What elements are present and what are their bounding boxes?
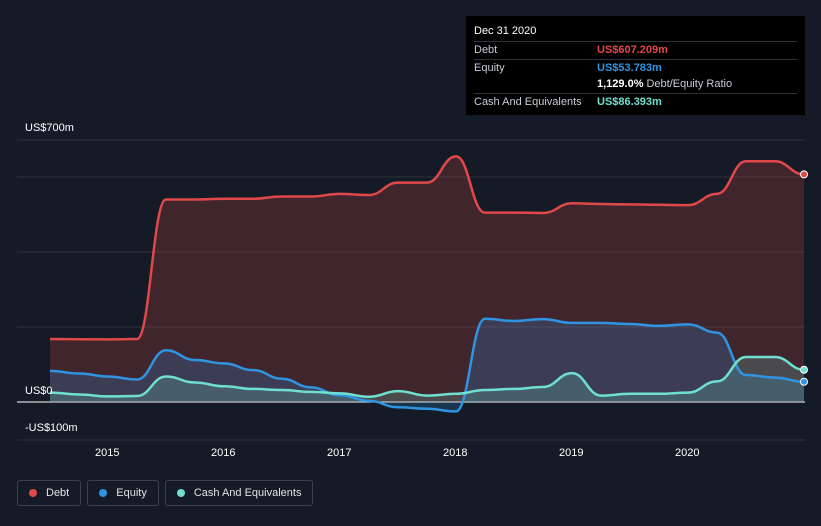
legend-cash-label: Cash And Equivalents (193, 487, 302, 499)
series-end-markers (800, 170, 808, 386)
legend-equity-label: Equity (116, 487, 147, 499)
y-tick-label-zero: US$0 (25, 385, 53, 397)
debt-area (50, 156, 804, 402)
tooltip-ratio-value: 1,129.0% (597, 78, 644, 90)
tooltip-cash-label: Cash And Equivalents (474, 95, 582, 108)
debt-end-point (800, 170, 808, 179)
legend-debt-dot-icon (29, 489, 37, 497)
tooltip-row-debt: Debt US$607.209m (474, 42, 797, 60)
legend-debt-label: Debt (46, 487, 70, 499)
y-tick-label-top: US$700m (25, 122, 74, 134)
tooltip-panel: Dec 31 2020 Debt US$607.209m Equity US$5… (466, 16, 805, 115)
tooltip-date: Dec 31 2020 (474, 24, 797, 42)
legend-item-equity[interactable]: Equity (87, 480, 159, 506)
cash-line (49, 355, 805, 399)
series-areas (50, 156, 804, 412)
legend-equity-dot-icon (99, 489, 108, 497)
series-lines (49, 155, 805, 413)
tooltip-equity-label: Equity (474, 61, 505, 74)
tooltip-row-equity: Equity US$53.783m (474, 60, 797, 77)
tooltip-debt-value: US$607.209m (597, 44, 668, 56)
tooltip-ratio-spacer (474, 76, 597, 93)
cash-end-point (800, 365, 808, 374)
x-tick-label-2016: 2016 (211, 447, 236, 459)
legend: Debt Equity Cash And Equivalents (17, 480, 314, 506)
legend-item-debt[interactable]: Debt (17, 480, 82, 506)
gridlines (17, 139, 805, 441)
equity-end-point (800, 377, 808, 386)
x-tick-label-2020: 2020 (675, 447, 700, 459)
x-tick-label-2017: 2017 (327, 447, 352, 459)
x-tick-label-2015: 2015 (95, 447, 120, 459)
x-tick-label-2019: 2019 (559, 447, 584, 459)
tooltip-debt-label: Debt (474, 44, 498, 56)
x-tick-label-2018: 2018 (443, 447, 468, 459)
tooltip-cash-value: US$86.393m (597, 95, 662, 108)
tooltip-row-cash: Cash And Equivalents US$86.393m (474, 94, 797, 111)
legend-cash-dot-icon (176, 489, 185, 497)
cash-area (50, 357, 804, 402)
tooltip-row-ratio: 1,129.0% Debt/Equity Ratio (474, 76, 797, 94)
tooltip-equity-value: US$53.783m (597, 61, 662, 74)
debt-line (49, 155, 805, 341)
legend-item-cash[interactable]: Cash And Equivalents (164, 480, 314, 506)
tooltip-ratio-label: Debt/Equity Ratio (646, 78, 733, 90)
y-tick-label-bottom: -US$100m (25, 422, 78, 434)
equity-line (49, 317, 805, 413)
